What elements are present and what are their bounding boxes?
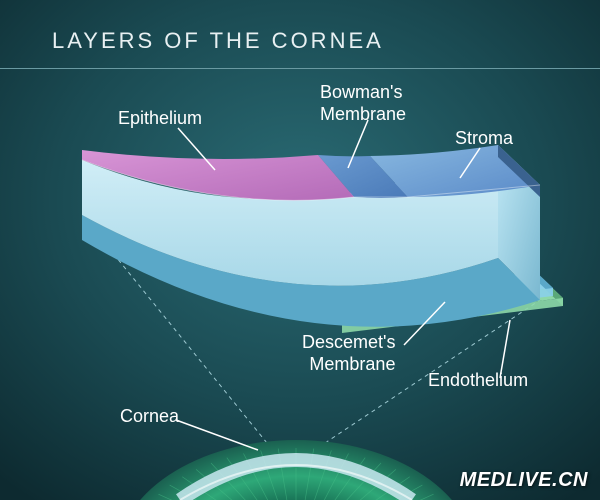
label-bowman: Bowman's Membrane xyxy=(320,82,406,125)
page-title: LAYERS OF THE CORNEA xyxy=(52,28,384,54)
label-descemet: Descemet's Membrane xyxy=(302,332,395,375)
title-underline xyxy=(0,68,600,69)
watermark: MEDLIVE.CN xyxy=(460,469,588,492)
label-epithelium: Epithelium xyxy=(118,108,202,130)
label-stroma: Stroma xyxy=(455,128,513,150)
label-endothelium: Endothelium xyxy=(428,370,528,392)
diagram-svg xyxy=(0,0,600,500)
label-cornea: Cornea xyxy=(120,406,179,428)
